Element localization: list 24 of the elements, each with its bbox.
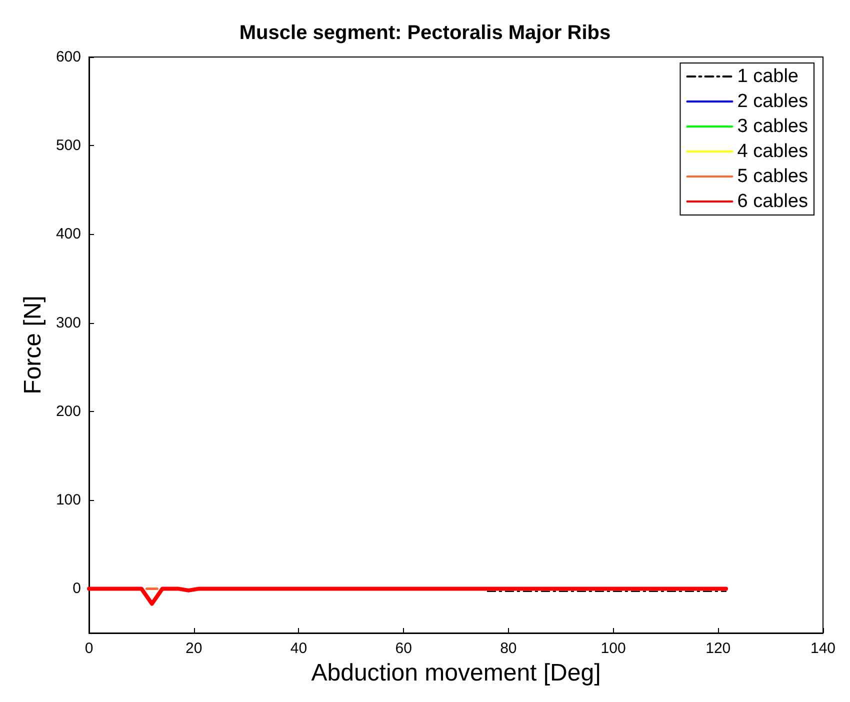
legend-label: 6 cables [737,191,808,212]
x-tick-label: 80 [500,640,517,657]
y-tick-label: 600 [56,48,81,66]
y-axis-title: Force [N] [20,296,47,394]
legend-label: 3 cables [737,116,808,137]
y-tick-label: 500 [56,137,81,154]
x-axis-title: Abduction movement [Deg] [311,659,601,686]
x-tick-label: 0 [84,640,94,657]
y-tick-label: 200 [56,402,81,420]
y-tick-label: 400 [56,226,81,243]
x-tick-label: 100 [600,640,626,657]
x-tick-label: 40 [290,640,308,657]
legend-label: 1 cable [737,66,799,87]
x-tick-label: 120 [706,640,731,657]
y-tick-label: 300 [56,314,81,332]
x-tick-label: 20 [186,640,202,657]
x-tick-label: 60 [395,640,412,657]
chart-title: Muscle segment: Pectoralis Major Ribs [239,22,611,44]
x-tick-label: 140 [810,640,836,657]
y-tick-label: 100 [56,492,81,509]
legend-label: 5 cables [737,166,808,187]
y-tick-label: 0 [72,580,81,598]
legend-label: 4 cables [737,141,808,162]
legend-label: 2 cables [737,91,808,112]
